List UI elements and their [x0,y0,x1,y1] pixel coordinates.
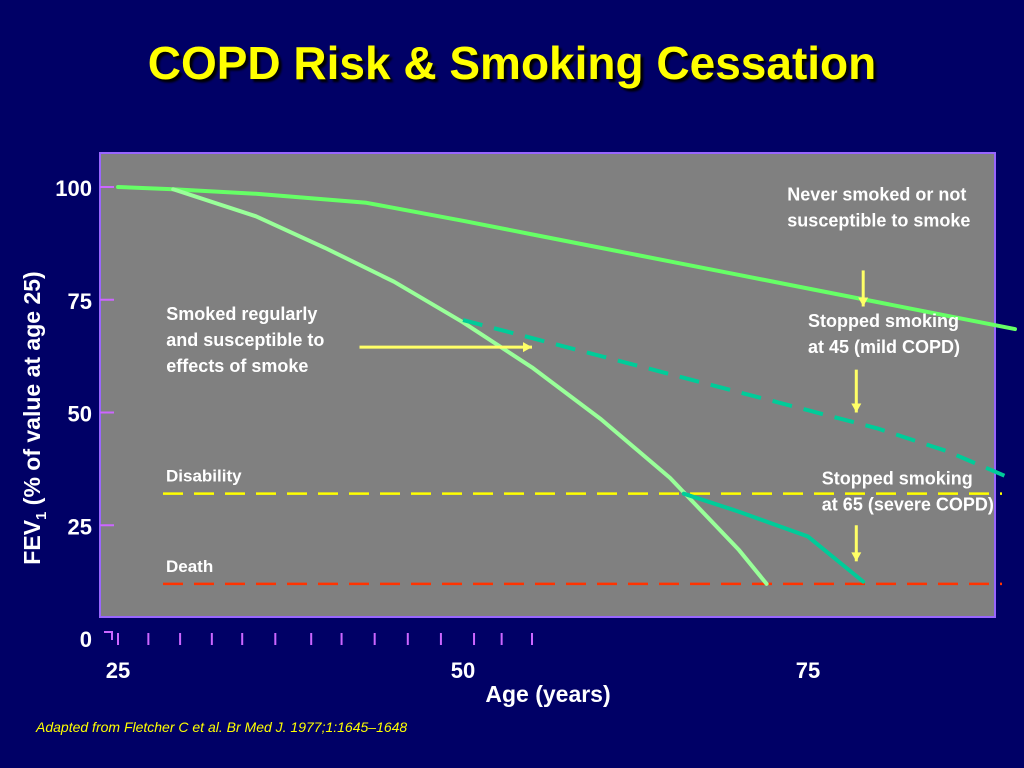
annotations: Never smoked or not susceptible to smoke S… [166,185,994,562]
annotation-line: and susceptible to [166,330,324,350]
annotation-line: Stopped smoking [822,469,973,489]
threshold-label: Death [166,557,213,576]
x-axis-label: Age (years) [485,681,610,707]
annotation-line: at 45 (mild COPD) [808,337,960,357]
series-line-4 [681,491,866,584]
y-axis-label: FEV1 (% of value at age 25) [19,271,50,564]
annotation-line: Never smoked or not [787,185,966,205]
plot-area [99,152,996,618]
threshold-label: Disability [166,467,242,486]
plot-background [99,152,996,618]
annotation-line: Smoked regularly [166,304,317,324]
annotation-text: Smoked regularly and susceptible to effect… [166,304,324,376]
x-tick-label: 50 [451,658,475,683]
slide-title: COPD Risk & Smoking Cessation [147,37,877,89]
x-tick-label: 25 [106,658,130,683]
y-axis-label-subscript: 1 [33,512,50,520]
series-line-1 [116,185,1017,332]
annotation-arrow-head [858,297,869,307]
y-tick-label: 25 [68,514,92,539]
annotation-line: at 65 (severe COPD) [822,495,994,515]
annotation-text: Stopped smoking at 45 (mild COPD) [808,311,960,357]
axis-origin-mark [104,631,113,640]
y-tick-label: 100 [55,176,92,201]
y-axis-label-rest: (% of value at age 25) [19,271,45,511]
annotation-line: Stopped smoking [808,311,959,331]
y-axis-label-main: FEV [19,519,45,564]
y-tick-label: 0 [80,627,92,652]
y-tick-label: 50 [68,402,92,427]
annotation-text: Never smoked or not susceptible to smoke [787,185,970,231]
axes: 0 25 50 75 100 25 50 75 Age (years) FEV1 (% of va… [19,176,820,707]
annotation-line: effects of smoke [166,356,308,376]
series-group: Disability Death [116,185,1017,586]
annotation-line: susceptible to smoke [787,211,970,231]
y-tick-label: 75 [68,289,92,314]
annotation-arrow-head [851,552,862,562]
annotation-text: Stopped smoking at 65 (severe COPD) [822,469,994,515]
annotation-arrow-head [523,342,532,353]
series-line-2 [171,187,769,586]
x-tick-label: 75 [796,658,820,683]
source-footnote: Adapted from Fletcher C et al. Br Med J.… [36,719,408,735]
annotation-arrow-head [851,403,862,413]
